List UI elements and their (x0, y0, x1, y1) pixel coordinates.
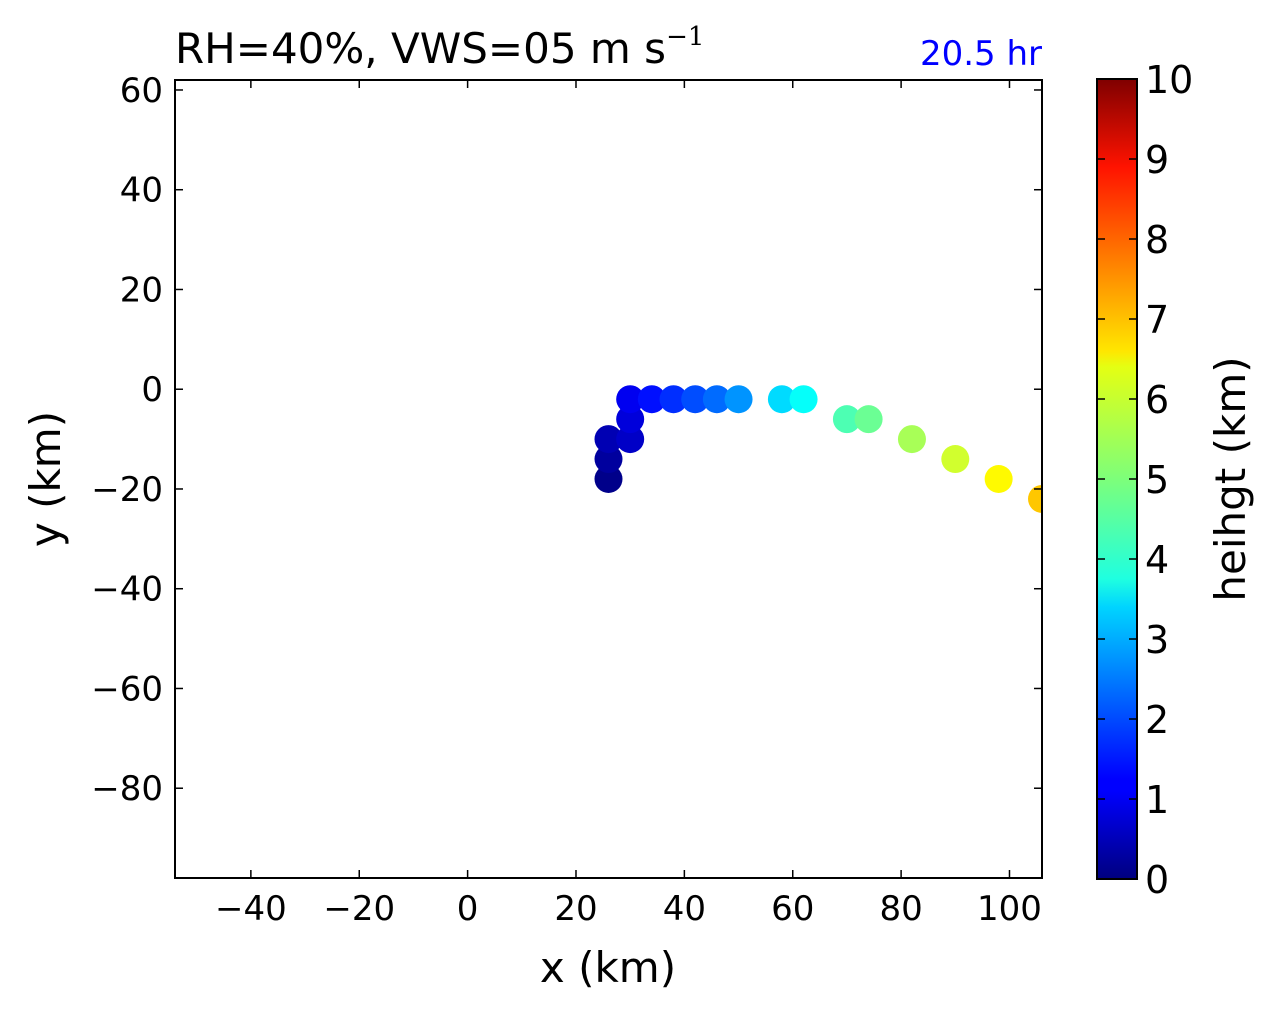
data-point (984, 465, 1013, 493)
y-tick-label: −80 (91, 769, 163, 809)
data-point (767, 385, 796, 414)
colorbar-tick-label: 7 (1145, 298, 1169, 342)
colorbar-tick-label: 6 (1145, 378, 1169, 422)
data-point (724, 385, 753, 414)
colorbar-label: heihgt (km) (1206, 356, 1255, 601)
time-label: 20.5 hr (920, 34, 1042, 74)
chart-title-superscript: −1 (666, 22, 704, 52)
colorbar-tick-label: 0 (1145, 858, 1169, 902)
axis-ticks: −40 −20 0 20 40 60 80 100 60 40 20 0 −20 −40 −60 −80 (91, 71, 1042, 929)
data-point (897, 425, 926, 454)
chart-title: RH=40%, VWS=05 m s−1 (175, 22, 704, 73)
data-point (789, 385, 818, 414)
x-tick-label: 100 (977, 889, 1042, 929)
y-tick-label: 40 (120, 171, 163, 211)
data-points (594, 385, 1042, 513)
x-tick-label: 40 (663, 889, 706, 929)
data-point (832, 405, 861, 434)
data-point (616, 385, 645, 414)
colorbar-tick-label: 8 (1145, 218, 1169, 262)
colorbar-tick-label: 4 (1145, 538, 1169, 582)
data-point (702, 385, 731, 414)
x-tick-label: −20 (323, 889, 395, 929)
data-point (659, 385, 688, 414)
colorbar-ticks: 0 1 2 3 4 5 6 7 8 9 10 (1097, 58, 1193, 902)
x-tick-label: 60 (771, 889, 814, 929)
x-tick-label: 0 (457, 889, 479, 929)
colorbar-tick-label: 1 (1145, 778, 1169, 822)
colorbar-tick-label: 10 (1145, 58, 1193, 102)
y-tick-label: 60 (120, 71, 163, 111)
data-point (681, 385, 710, 414)
colorbar-tick-label: 5 (1145, 458, 1169, 502)
y-tick-label: −40 (91, 570, 163, 610)
data-point (1028, 484, 1042, 513)
colorbar-tick-label: 9 (1145, 138, 1169, 182)
data-point (616, 405, 645, 434)
colorbar-tick-label: 3 (1145, 618, 1169, 662)
data-point (594, 425, 623, 454)
y-tick-label: −60 (91, 669, 163, 709)
data-point (594, 445, 623, 474)
data-point (637, 385, 666, 414)
data-point (594, 465, 623, 493)
chart-title-main: RH=40%, VWS=05 m s (175, 24, 666, 73)
y-tick-label: 0 (141, 370, 163, 410)
x-axis-label: x (km) (540, 943, 676, 992)
colorbar-tick-label: 2 (1145, 698, 1169, 742)
data-point (616, 425, 645, 454)
data-point (854, 405, 883, 434)
data-point (941, 445, 970, 474)
x-tick-label: 20 (554, 889, 597, 929)
plot-frame (174, 79, 1043, 879)
x-tick-label: 80 (879, 889, 922, 929)
y-tick-label: 20 (120, 270, 163, 310)
x-tick-label: −40 (215, 889, 287, 929)
y-axis-label: y (km) (21, 411, 70, 547)
y-tick-label: −20 (91, 470, 163, 510)
